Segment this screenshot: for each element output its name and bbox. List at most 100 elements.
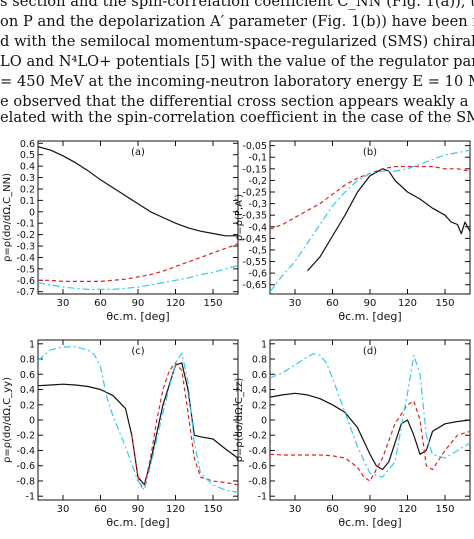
y-tick-label: -0,45 — [242, 234, 267, 245]
y-tick-label: -0,5 — [248, 245, 267, 256]
plot-frame — [269, 339, 471, 501]
x-tick-label: 120 — [398, 298, 417, 309]
y-tick-label: -0,35 — [242, 211, 267, 222]
x-tick-label: 90 — [364, 298, 377, 309]
y-tick-label: -0.6 — [248, 461, 267, 472]
x-tick-label: 150 — [435, 504, 454, 515]
y-tick-label: -0.2 — [16, 230, 35, 241]
x-tick-label: 30 — [289, 298, 302, 309]
y-tick-label: -1 — [258, 492, 267, 503]
y-axis-label: ρ=ρ(dσ/dΩ,C_NN) — [2, 173, 13, 262]
y-tick-label: -0.4 — [248, 446, 267, 457]
x-tick-label: 150 — [203, 298, 222, 309]
y-tick-label: 0 — [29, 416, 35, 427]
y-tick-label: 0.3 — [20, 173, 35, 184]
series-line-dashdot — [270, 353, 470, 478]
y-tick-label: -1 — [26, 492, 35, 503]
y-tick-label: -0,4 — [248, 222, 267, 233]
y-tick-label: 0.8 — [20, 355, 35, 366]
series-line-dashdot — [270, 149, 470, 293]
y-tick-label: 0.6 — [20, 370, 35, 381]
x-tick-label: 120 — [166, 298, 185, 309]
y-axis-label: ρ=ρ(P,A′) — [234, 194, 245, 241]
y-tick-label: 0.4 — [252, 385, 267, 396]
series-line-dashed — [131, 362, 238, 488]
x-tick-label: 30 — [57, 298, 70, 309]
series-line-solid — [307, 168, 470, 272]
x-tick-label: 60 — [326, 298, 339, 309]
text-line: LO and N⁴LO+ potentials [5] with the val… — [0, 53, 474, 70]
series-line-dashed — [270, 400, 470, 482]
series-line-solid — [38, 146, 238, 237]
chart-panel: 30 60 90 120 150 1 0.8 0.6 0.4 0.2 0 -0.2 -0.4 -0.6 -0… — [2, 339, 239, 529]
panel-label: (b) — [363, 147, 377, 158]
x-tick-label: 90 — [364, 504, 377, 515]
x-tick-label: 60 — [94, 298, 107, 309]
y-tick-label: -0.6 — [16, 276, 35, 287]
y-tick-label: -0.2 — [248, 431, 267, 442]
y-tick-label: -0,15 — [242, 164, 267, 175]
y-tick-label: -0.7 — [16, 287, 35, 298]
x-tick-label: 90 — [132, 504, 145, 515]
series-line-dashed — [38, 243, 238, 282]
x-axis-label: θc.m. [deg] — [338, 310, 401, 323]
text-line: on P and the depolarization A′ parameter… — [0, 13, 474, 30]
x-tick-label: 150 — [203, 504, 222, 515]
x-tick-label: 120 — [166, 504, 185, 515]
plot-frame — [37, 140, 239, 295]
chart-panel: 30 60 90 120 150 1 0.8 0.6 0.4 0.2 0 -0.2 -0.4 -0.6 -0… — [234, 339, 471, 529]
y-tick-label: -0.1 — [16, 219, 35, 230]
text-line: e observed that the differential cross s… — [0, 93, 469, 110]
chart-panel: 30 60 90 120 1500.60.50.40.30.20.10-0.1-0.2-… — [2, 139, 239, 323]
paper-text-block: s section and the spin-correlation coeff… — [0, 0, 474, 125]
plot-frame — [269, 140, 471, 295]
y-tick-label: 0.1 — [20, 196, 35, 207]
y-tick-label: -0,05 — [242, 141, 267, 152]
y-tick-label: 1 — [29, 339, 35, 350]
panel-label: (d) — [363, 346, 377, 357]
y-tick-label: -0.5 — [16, 264, 35, 275]
chart-panel: 30 60 90 120 150-0,05-0,1-0,15-0,2-0,25-0,3-… — [234, 140, 471, 323]
series-line-dashdot — [38, 264, 238, 290]
y-tick-label: -0.2 — [16, 431, 35, 442]
y-tick-label: 0.6 — [20, 139, 35, 150]
x-axis-label: θc.m. [deg] — [106, 310, 169, 323]
x-tick-label: 120 — [398, 504, 417, 515]
x-tick-label: 150 — [435, 298, 454, 309]
panel-label: (a) — [131, 147, 145, 158]
y-tick-label: -0.8 — [16, 476, 35, 487]
y-tick-label: 0.2 — [252, 400, 267, 411]
y-axis-label: ρ=ρ(dσ/dΩ,C_yy) — [2, 377, 13, 463]
x-tick-label: 30 — [57, 504, 70, 515]
text-line: = 450 MeV at the incoming-neutron labora… — [0, 73, 474, 90]
y-tick-label: 0.4 — [20, 385, 35, 396]
y-tick-label: 0.4 — [20, 162, 35, 173]
y-tick-label: 0.8 — [252, 355, 267, 366]
y-tick-label: -0,65 — [242, 280, 267, 291]
x-tick-label: 60 — [94, 504, 107, 515]
series-line-dashdot — [38, 346, 238, 493]
x-axis-label: θc.m. [deg] — [106, 516, 169, 529]
y-tick-label: -0,2 — [248, 176, 267, 187]
y-axis-label: ρ=ρ(dσ/dΩ,C_zz) — [234, 378, 245, 463]
y-tick-label: 0.2 — [20, 400, 35, 411]
figure-four-panel: 30 60 90 120 1500.60.50.40.30.20.10-0.1-0.2-… — [2, 139, 471, 529]
text-line: d with the semilocal momentum-space-regu… — [0, 33, 474, 50]
y-tick-label: -0,3 — [248, 199, 267, 210]
y-tick-label: 0.6 — [252, 370, 267, 381]
x-axis-label: θc.m. [deg] — [338, 516, 401, 529]
y-tick-label: 0 — [261, 416, 267, 427]
y-tick-label: -0.3 — [16, 242, 35, 253]
series-line-solid — [38, 362, 238, 486]
x-tick-label: 60 — [326, 504, 339, 515]
text-line: s section and the spin-correlation coeff… — [0, 0, 474, 10]
y-tick-label: 0.5 — [20, 150, 35, 161]
y-tick-label: -0.4 — [16, 253, 35, 264]
y-tick-label: -0,1 — [248, 153, 267, 164]
panel-label: (c) — [131, 346, 144, 357]
text-line: elated with the spin-correlation coeffic… — [0, 109, 474, 125]
x-tick-label: 90 — [132, 298, 145, 309]
x-tick-label: 30 — [289, 504, 302, 515]
y-tick-label: -0.8 — [248, 476, 267, 487]
y-tick-label: -0.4 — [16, 446, 35, 457]
